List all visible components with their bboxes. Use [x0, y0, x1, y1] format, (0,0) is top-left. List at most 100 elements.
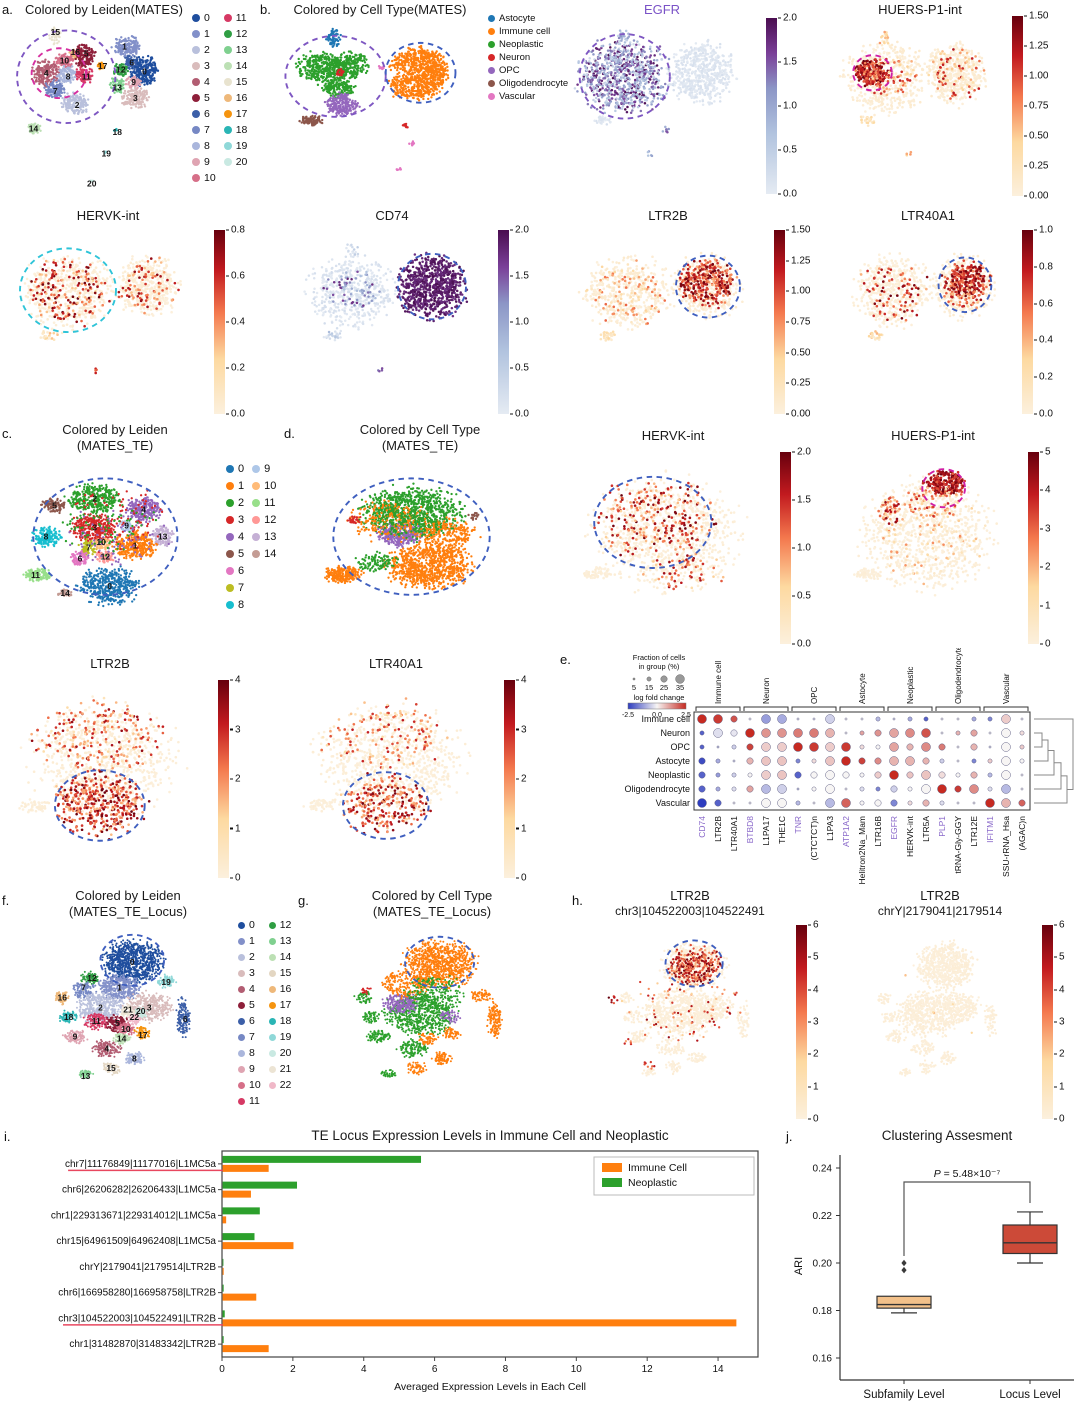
- colorbar-tick: 2: [808, 1049, 819, 1060]
- dotplot-dot: [796, 787, 800, 791]
- legend-item: 9: [238, 1061, 261, 1077]
- dotplot-dot: [889, 770, 899, 780]
- legend-swatch: [223, 142, 232, 150]
- dotplot-dot: [842, 771, 850, 779]
- dotplot-dot: [890, 799, 898, 807]
- colorbar-tick: 0.0: [226, 409, 245, 420]
- legend-label: 4: [238, 530, 245, 543]
- umap-canvas-b: [268, 20, 486, 196]
- dotplot-dot: [875, 786, 881, 792]
- dotplot-dot: [825, 756, 835, 766]
- dotplot-gene-label: L1PA17: [761, 816, 771, 846]
- legend-item: 1: [226, 477, 244, 494]
- legend-swatch: [238, 953, 245, 961]
- legend-label: 1: [249, 935, 255, 947]
- bar-immune: [222, 1345, 269, 1353]
- legend-swatch: [192, 78, 200, 86]
- panel-f-leiden-mates-te-locus: f. Colored by Leiden (MATES_TE_Locus) 0 1…: [0, 885, 292, 1125]
- legend-item: 18: [268, 1013, 291, 1029]
- dotplot-gene-label: (AGAC)n: [1017, 816, 1027, 851]
- legend-swatch: [252, 532, 261, 541]
- legend-label: 4: [249, 983, 255, 995]
- dotplot-gene-label: LTR40A1: [729, 816, 739, 852]
- panel-g-title: Colored by Cell Type: [371, 888, 493, 903]
- dotplot-dot: [939, 758, 945, 764]
- legend-column: 11 12 13 14 15 16 17 18 19 20: [223, 10, 248, 186]
- dotplot-dot: [697, 798, 707, 808]
- dotplot-dot: [761, 714, 771, 724]
- legend-label: 0: [249, 919, 255, 931]
- colorbar-tick: 3: [1040, 523, 1051, 534]
- colorbar-gradient: [766, 18, 777, 194]
- legend-item: 17: [268, 997, 292, 1013]
- dotplot-dot: [730, 715, 738, 723]
- dotplot-dot: [956, 745, 960, 749]
- bar-xtick-label: 4: [361, 1364, 367, 1375]
- colorbar-tick: 0.8: [226, 225, 245, 236]
- colorbar-tick: 1: [230, 823, 241, 834]
- box-category-label: Subfamily Level: [863, 1389, 944, 1401]
- dotplot-size-label: 25: [660, 683, 668, 692]
- legend-label: 17: [279, 999, 292, 1011]
- colorbar-ltr2b2: 4 3 2 1 0: [218, 675, 258, 884]
- legend-swatch: [226, 532, 234, 541]
- dotplot-dot: [748, 717, 752, 721]
- dotplot-gene-label: Helitron2Na_Mam: [857, 816, 867, 885]
- dotplot-gene-label: EGFR: [889, 816, 899, 840]
- dotplot-dot: [699, 744, 705, 750]
- legend-label: 2: [238, 496, 245, 509]
- legend-swatch: [268, 1065, 276, 1073]
- legend-label: 14: [264, 547, 277, 560]
- legend-label: Oligodendrocyte: [499, 78, 569, 89]
- colorbar-tick: 4: [1040, 485, 1051, 496]
- legend-item: 13: [252, 528, 276, 545]
- dotplot-dot: [796, 717, 800, 721]
- legend-label: 8: [204, 140, 210, 152]
- colorbar-tick: 0: [230, 873, 241, 884]
- legend-column: 12 13 14 15 16 17 18 19 20 21 22: [268, 917, 292, 1109]
- legend-item: 12: [268, 917, 291, 933]
- colorbar-tick: 0.6: [226, 271, 245, 282]
- dotplot-dot: [825, 784, 835, 794]
- legend-swatch: [268, 1017, 276, 1025]
- panel-egfr-title: EGFR: [643, 2, 681, 17]
- legend-label: 0: [204, 12, 210, 24]
- dotplot-dot: [889, 742, 899, 752]
- bar-immune: [222, 1164, 269, 1172]
- legend-label: 21: [279, 1063, 292, 1075]
- colorbar-tick: 0.0: [1034, 409, 1053, 420]
- bar-xtick-label: 6: [432, 1364, 438, 1375]
- legend-item: 7: [192, 122, 216, 138]
- colorbar-tick: 1.5: [792, 495, 811, 506]
- colorbar-tick: 4: [230, 675, 241, 686]
- legend-swatch: [238, 921, 245, 929]
- colorbar-gradient: [218, 680, 229, 878]
- legend-label: 9: [249, 1063, 255, 1075]
- legend-swatch: [252, 498, 261, 507]
- legend-item: 18: [223, 122, 248, 138]
- colorbar-gradient: [796, 925, 807, 1119]
- dotplot-dot: [955, 772, 961, 778]
- panel-hervk-int-2: HERVK-int 2.0 1.5 1.0 0.5 0.0: [560, 420, 836, 650]
- dotplot-dendrogram: [1034, 718, 1074, 790]
- dotplot-dot: [699, 730, 705, 736]
- dotplot-dot: [716, 745, 720, 749]
- legend-item: 10: [252, 477, 276, 494]
- legend-item: Astocyte: [488, 12, 568, 25]
- legend-item: 21: [268, 1061, 292, 1077]
- dotplot-dot: [921, 728, 931, 738]
- legend-swatch: [192, 126, 200, 134]
- legend-label: 10: [249, 1079, 261, 1091]
- legend-swatch: [192, 158, 200, 166]
- colorbar-hervk1: 0.8 0.6 0.4 0.2 0.0: [214, 225, 264, 420]
- dotplot-row-label: Neuron: [660, 728, 690, 738]
- dotplot-dot: [921, 742, 931, 752]
- dotplot-dot: [844, 787, 848, 791]
- box-ytick-label: 0.16: [813, 1354, 833, 1365]
- dotplot-dot: [715, 772, 721, 778]
- legend-label: 18: [235, 124, 248, 136]
- panel-label-d: d.: [284, 426, 295, 441]
- legend-swatch: [192, 62, 200, 70]
- legend-swatch: [226, 498, 234, 507]
